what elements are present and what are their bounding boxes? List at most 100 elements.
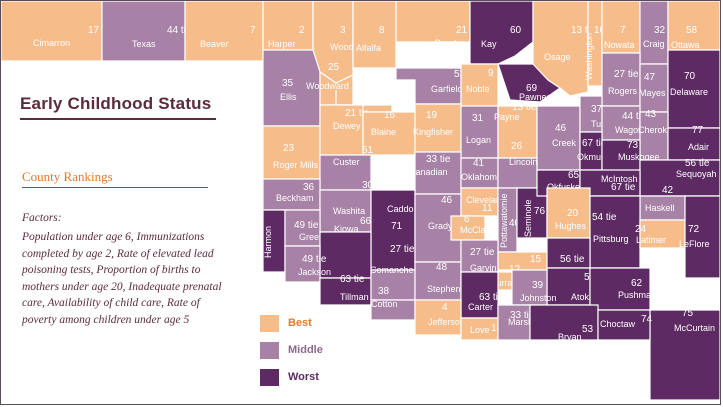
county-name-logan: Logan [466, 135, 491, 145]
county-rank-cleveland: 11 [482, 203, 493, 214]
factors-heading: Factors: [22, 212, 62, 224]
county-name-kiowa: Kiowa [334, 224, 359, 234]
county-rank-noble: 9 [488, 68, 494, 79]
county-name-atoka: Atoka [571, 292, 594, 302]
county-rank-garvin: 27 tie [470, 247, 495, 258]
county-rank-carter: 63 tie [479, 292, 504, 303]
county-name-beaver: Beaver [200, 39, 229, 49]
county-name-woods: Woods [330, 42, 358, 52]
map-title: Early Childhood Status [20, 94, 212, 113]
county-rank-payne: 13 tie [512, 102, 537, 113]
legend-label-best: Best [288, 317, 312, 329]
county-name-roger-mills: Roger Mills [273, 160, 319, 170]
county-creek: Creek 46 [536, 105, 581, 171]
county-rank-tillman: 63 tie [340, 274, 365, 285]
county-name-marshall: Marshall [508, 317, 542, 327]
county-name-payne: Payne [494, 112, 520, 122]
county-rank-nowata: 7 [620, 25, 626, 36]
county-name-grant: Grant [434, 38, 457, 48]
county-rank-garfield: 52 [454, 69, 466, 80]
county-rank-jefferson: 4 [442, 302, 448, 313]
county-garvin: Garvin 27 tie [460, 239, 499, 273]
county-rank-okmulgee: 67 tie [582, 138, 607, 149]
county-rank-kiowa: 66 [360, 216, 372, 227]
county-name-ottawa: Ottawa [671, 40, 700, 50]
county-name-garfield: Garfield [431, 84, 463, 94]
county-name-jackson: Jackson [298, 267, 331, 277]
county-rank-osage: 13 tie [571, 25, 596, 36]
county-rank-greer: 49 tie [294, 220, 319, 231]
county-johnston: Johnston 39 [511, 269, 557, 306]
county-name-love: Love [470, 325, 490, 335]
county-name-okmulgee: Okmulgee [577, 152, 618, 162]
county-rank-mayes: 47 [644, 72, 656, 83]
county-pontotoc: Pontotoc 15 [497, 241, 557, 271]
county-ellis: Ellis 35 [262, 49, 321, 127]
county-rank-seminole: 76 [534, 206, 546, 217]
county-name-caddo: Caddo [387, 204, 414, 214]
county-name-harper: Harper [268, 39, 296, 49]
county-rank-cotton: 38 [378, 286, 390, 297]
county-rank-tulsa: 37 [591, 104, 603, 115]
county-name-okfuskee: Okfuskee [547, 182, 585, 192]
county-rank-mcintosh: 67 tie [611, 182, 636, 193]
county-rank-woods: 3 [340, 25, 346, 36]
county-name-harmon: Harmon [263, 226, 273, 258]
county-name-garvin: Garvin [470, 263, 497, 273]
county-rank-blaine: 16 [384, 110, 396, 121]
county-name-mccurtain: McCurtain [674, 323, 715, 333]
county-rank-pittsburg: 54 tie [592, 212, 617, 223]
county-rank-ottawa: 58 [686, 25, 698, 36]
county-name-johnston: Johnston [520, 293, 557, 303]
county-name-kingfisher: Kingfisher [413, 127, 453, 137]
county-name-choctaw: Choctaw [600, 319, 636, 329]
county-rank-wagoner: 44 tie [622, 111, 647, 122]
county-rank-dewey: 21 tie [345, 108, 370, 119]
county-shape-choctaw [597, 309, 651, 341]
county-name-haskell: Haskell [645, 203, 675, 213]
county-name-pushmataha: Pushmataha [618, 290, 669, 300]
county-rank-grant: 21 tie [456, 25, 481, 36]
county-rank-major: 1 [383, 81, 389, 92]
county-name-major: Major [366, 89, 389, 99]
map-subtitle: County Rankings [22, 169, 113, 184]
county-name-pontotoc: Pontotoc [521, 241, 557, 251]
county-name-osage: Osage [544, 52, 571, 62]
county-grant: Grant 21 tie [395, 0, 481, 48]
county-rank-pawnee: 69 [526, 83, 538, 94]
county-leflore: LeFlore 72 [679, 195, 721, 279]
county-rank-okfuskee: 65 [568, 170, 580, 181]
county-name-lincoln: Lincoln [509, 157, 538, 167]
county-rank-bryan: 53 [582, 324, 594, 335]
county-rank-craig: 32 [654, 25, 666, 36]
county-rank-canadian: 33 tie [426, 154, 451, 165]
county-rank-cherokee: 43 [645, 109, 657, 120]
county-name-carter: Carter [468, 302, 493, 312]
county-name-bryan: Bryan [558, 332, 582, 342]
county-rank-muskogee: 73 [627, 140, 639, 151]
county-name-noble: Noble [466, 84, 490, 94]
county-name-canadian: Canadian [409, 167, 448, 177]
county-name-grady: Grady [428, 221, 453, 231]
county-rank-jackson: 49 tie [302, 254, 327, 265]
county-okmulgee: Okmulgee 67 tie [577, 131, 618, 171]
county-name-texas: Texas [132, 39, 156, 49]
county-name-cleveland: Cleveland [466, 195, 506, 205]
county-rank-pottawatomie: 40 [509, 218, 521, 229]
county-shape-pawnee [497, 63, 562, 103]
county-name-dewey: Dewey [333, 121, 361, 131]
county-name-creek: Creek [552, 138, 577, 148]
county-rank-cimarron: 17 [88, 25, 100, 36]
county-rank-rogers: 27 tie [614, 69, 639, 80]
county-rank-mccurtain: 75 [682, 308, 694, 319]
county-rank-pushmataha: 62 [631, 278, 643, 289]
county-name-woodward: Woodward [306, 81, 349, 91]
county-name-stephens: Stephens [427, 284, 466, 294]
county-rank-hughes: 20 [567, 208, 579, 219]
county-rank-love: 18 [491, 323, 503, 334]
county-name-pawnee: Pawnee [519, 92, 552, 102]
county-name-wagoner: Wagoner [615, 125, 651, 135]
county-rank-comanche: 27 tie [390, 244, 415, 255]
